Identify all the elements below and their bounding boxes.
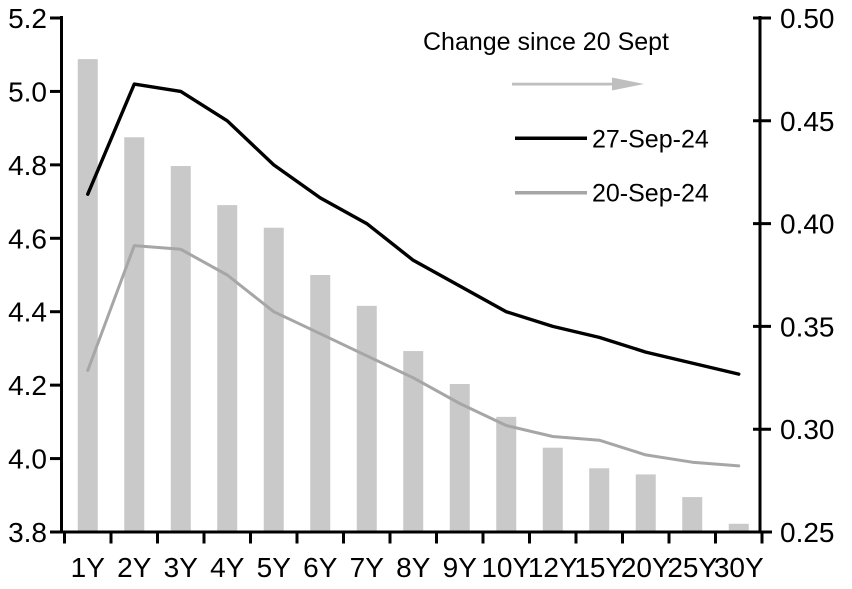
left-axis-tick-label: 4.0 [8,444,47,475]
x-axis-category-label: 20Y [621,552,671,583]
bar-9Y [449,383,470,531]
x-axis-category-label: 5Y [257,552,292,583]
right-axis-tick-label: 0.50 [780,3,835,34]
right-axis-tick-label: 0.30 [780,414,835,445]
bar-10Y [496,416,517,531]
left-axis-tick-label: 5.2 [8,3,47,34]
bar-25Y [682,497,703,531]
bar-2Y [124,137,145,532]
x-axis-category-label: 30Y [714,552,764,583]
right-axis-tick-label: 0.25 [780,517,835,548]
legend-label: 20-Sep-24 [592,180,709,208]
left-axis-tick-label: 4.2 [8,370,47,401]
x-axis-category-label: 9Y [443,552,478,583]
line-27-sep-24 [86,82,741,376]
x-axis-category-label: 12Y [528,552,578,583]
right-axis-tick-label: 0.35 [780,311,835,342]
bar-12Y [542,447,563,531]
legend-title: Change since 20 Sept [423,28,669,56]
x-axis-category-label: 15Y [574,552,624,583]
x-axis-category-label: 10Y [481,552,531,583]
legend-label: 27-Sep-24 [592,125,709,153]
x-axis-category-label: 3Y [164,552,199,583]
x-axis-category-label: 25Y [667,552,717,583]
bar-15Y [589,468,610,531]
line-20-sep-24 [86,244,741,468]
bar-6Y [310,275,331,531]
bar-20Y [635,474,656,531]
bar-5Y [263,227,284,531]
right-axis-tick-label: 0.40 [780,209,835,240]
bar-8Y [403,351,424,531]
right-arrow-head-icon [612,77,644,91]
x-axis-category-label: 1Y [71,552,106,583]
x-axis-category-label: 4Y [210,552,245,583]
bar-1Y [77,59,98,532]
x-axis-category-label: 8Y [396,552,431,583]
left-axis-tick-label: 4.8 [8,150,47,181]
bar-30Y [728,523,749,531]
bar-7Y [356,305,377,531]
left-axis-tick-label: 5.0 [8,76,47,107]
right-axis-tick-label: 0.45 [780,106,835,137]
right-arrow-icon [512,82,612,86]
left-axis-tick-label: 4.4 [8,297,47,328]
x-axis-category-label: 2Y [117,552,152,583]
left-axis-tick-label: 4.6 [8,223,47,254]
bar-4Y [217,205,238,531]
x-axis-category-label: 7Y [350,552,385,583]
bar-3Y [170,166,191,532]
left-axis-tick-label: 3.8 [8,517,47,548]
x-axis-category-label: 6Y [303,552,338,583]
